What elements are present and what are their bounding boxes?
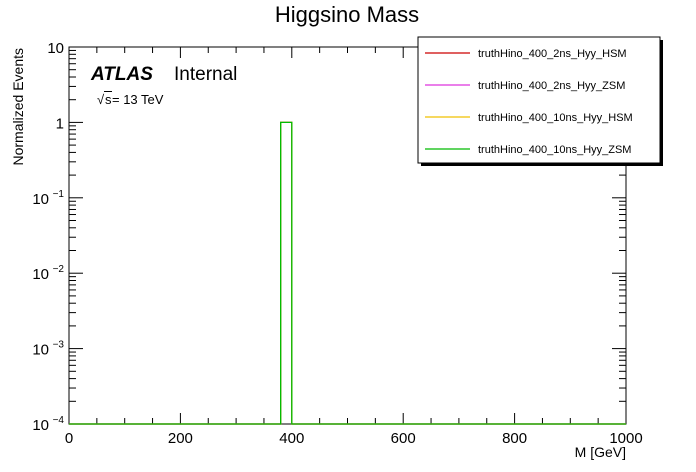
legend: truthHino_400_2ns_Hyy_HSM truthHino_400_2… xyxy=(417,36,663,166)
y-tick-exponent: −3 xyxy=(53,340,65,351)
histogram-series xyxy=(69,121,626,425)
atlas-label: ATLAS xyxy=(90,64,153,85)
chart-title: Higgsino Mass xyxy=(275,2,419,27)
x-tick-label: 0 xyxy=(65,430,73,447)
x-tick-label: 200 xyxy=(168,430,193,447)
legend-entry: truthHino_400_10ns_Hyy_ZSM xyxy=(425,144,631,156)
y-axis-label: Normalized Events xyxy=(10,48,26,166)
legend-label: truthHino_400_10ns_Hyy_ZSM xyxy=(478,144,631,156)
x-tick-label: 1000 xyxy=(609,430,642,447)
legend-label: truthHino_400_10ns_Hyy_HSM xyxy=(478,112,633,124)
histogram-series xyxy=(69,121,626,425)
legend-entry: truthHino_400_2ns_Hyy_ZSM xyxy=(425,80,625,92)
y-tick-base: 10 xyxy=(32,342,49,359)
y-tick-label: 10 xyxy=(47,40,64,57)
legend-entry: truthHino_400_10ns_Hyy_HSM xyxy=(425,112,633,124)
x-tick-label: 800 xyxy=(502,430,527,447)
x-tick-label: 600 xyxy=(391,430,416,447)
y-tick-label: 10 −4 xyxy=(32,415,64,434)
energy-annotation: √ s = 13 TeV xyxy=(97,91,164,107)
y-tick-base: 10 xyxy=(32,191,49,208)
y-tick-label: 10 −2 xyxy=(32,264,64,283)
x-tick-label: 400 xyxy=(279,430,304,447)
y-tick-label: 10 −1 xyxy=(32,189,64,208)
y-tick-exponent: −2 xyxy=(53,264,65,275)
y-tick-base: 1 xyxy=(56,115,64,132)
x-axis-label: M [GeV] xyxy=(575,444,626,460)
y-tick-exponent: −1 xyxy=(53,189,65,200)
y-tick-base: 10 xyxy=(47,40,64,57)
histogram-series xyxy=(69,121,626,425)
legend-box xyxy=(417,36,661,164)
y-tick-label: 1 xyxy=(56,115,64,132)
y-tick-base: 10 xyxy=(32,266,49,283)
histogram-series xyxy=(69,121,626,425)
legend-entry: truthHino_400_2ns_Hyy_HSM xyxy=(425,48,627,60)
legend-label: truthHino_400_2ns_Hyy_ZSM xyxy=(478,80,625,92)
y-tick-base: 10 xyxy=(32,417,49,434)
energy-value: = 13 TeV xyxy=(112,92,164,107)
legend-label: truthHino_400_2ns_Hyy_HSM xyxy=(478,48,627,60)
y-tick-label: 10 −3 xyxy=(32,340,64,359)
y-tick-exponent: −4 xyxy=(53,415,65,426)
internal-label: Internal xyxy=(174,64,237,85)
energy-s: s xyxy=(105,92,112,107)
sqrt-symbol: √ xyxy=(97,92,105,107)
